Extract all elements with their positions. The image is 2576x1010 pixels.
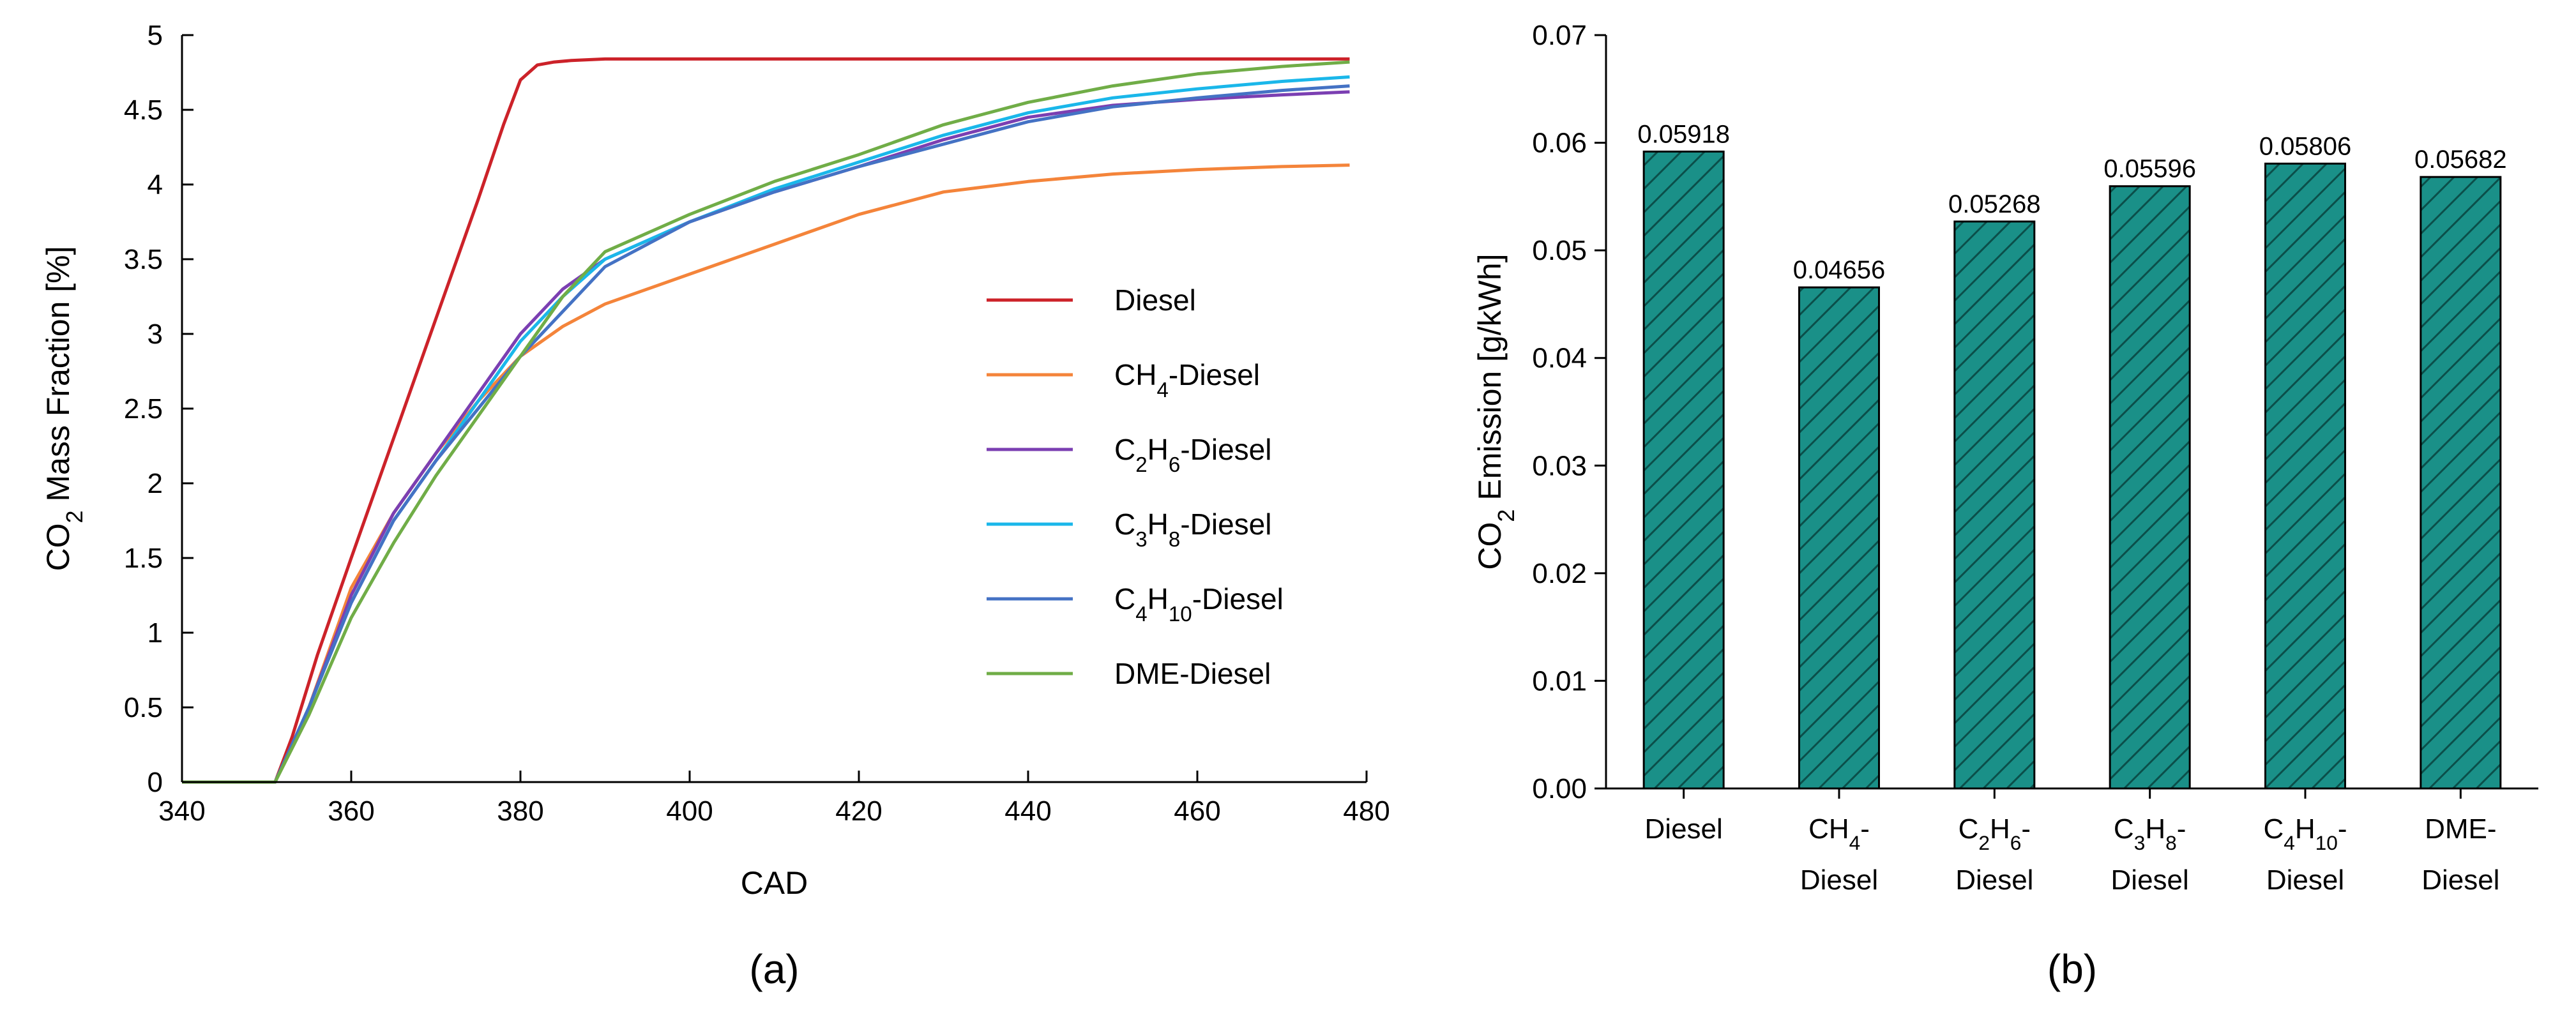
y-tick-label: 3.5 [124,244,163,275]
x-tick-label: 400 [666,795,713,827]
y-tick-label: 0 [148,767,163,798]
category-label-line2-5: Diesel [2421,864,2499,896]
bar-3 [2109,185,2191,790]
bar-0 [1642,150,1725,790]
x-tick-label: 480 [1343,795,1390,827]
series-line-1 [182,163,1350,784]
y-tick-label: 0.03 [1532,450,1587,481]
bar-data-label-1: 0.04656 [1793,256,1886,284]
x-axis-label: CAD [741,865,808,901]
bar-data-label-3: 0.05596 [2103,155,2196,183]
y-tick-label: 1.5 [124,543,163,574]
x-tick-label: 340 [158,795,205,827]
y-tick-label: 0.01 [1532,665,1587,697]
legend-label-0: Diesel [1114,283,1196,317]
y-tick-label: 3 [148,319,163,350]
bar-4 [2264,162,2346,790]
y-tick-label: 2 [148,468,163,499]
category-label-line2-1: Diesel [1800,864,1878,896]
y-tick-label: 4.5 [124,94,163,126]
legend-label-2: C2H6-Diesel [1114,433,1271,477]
x-tick-label: 460 [1174,795,1220,827]
y-tick-label: 0.04 [1532,343,1587,374]
y-tick-label: 0.00 [1532,773,1587,804]
series-line-4 [182,84,1350,784]
legend-label-5: DME-Diesel [1114,657,1271,690]
bar-5 [2420,176,2502,790]
y-axis-label: CO2 Mass Fraction [%] [40,246,87,571]
x-tick-label: 420 [835,795,882,827]
x-tick-label: 360 [328,795,374,827]
y-tick-label: 0.02 [1532,558,1587,589]
y-axis-label: CO2 Emission [g/kWh] [1472,253,1519,569]
category-label-line2-2: Diesel [1955,864,2033,896]
y-tick-label: 5 [148,20,163,51]
category-label-line2-3: Diesel [2111,864,2189,896]
legend-label-4: C4H10-Diesel [1114,582,1284,626]
bar-data-label-2: 0.05268 [1948,190,2041,218]
y-tick-label: 0.5 [124,692,163,723]
category-label-5: DME- [2425,813,2496,845]
bar-chart-b: 0.05918 Diesel 0.04656 CH4- Diesel 0.05268 C2H… [1472,20,2538,992]
series-line-5 [182,60,1350,784]
bar-data-label-4: 0.05806 [2259,132,2352,160]
legend: Diesel CH4-Diesel C2H6-Diesel C3H8-Diesel C4… [987,283,1284,690]
x-tick-label: 440 [1004,795,1051,827]
category-label-line2-4: Diesel [2266,864,2344,896]
bar-2 [1953,220,2036,790]
bar-data-label-0: 0.05918 [1637,120,1730,148]
category-label-4: C4H10- [2263,813,2347,854]
legend-label-3: C3H8-Diesel [1114,508,1271,552]
series-line-0 [182,57,1350,784]
y-tick-label: 0.05 [1532,235,1587,266]
bar-data-label-5: 0.05682 [2414,146,2507,174]
x-tick-label: 380 [497,795,543,827]
category-label-3: C3H8- [2114,813,2186,854]
category-label-0: Diesel [1645,813,1723,845]
category-label-2: C2H6- [1959,813,2031,854]
caption-a: (a) [749,946,799,992]
y-tick-label: 1 [148,617,163,649]
category-label-1: CH4- [1808,813,1870,854]
bar-1 [1798,286,1880,790]
y-tick-label: 0.06 [1532,128,1587,159]
y-tick-label: 0.07 [1532,20,1587,51]
caption-b: (b) [2047,946,2097,992]
legend-label-1: CH4-Diesel [1114,358,1260,402]
y-tick-label: 4 [148,169,163,200]
y-tick-label: 2.5 [124,393,163,425]
line-chart-a: 0 0.5 1 1.5 2 2.5 3 3.5 4 4.5 5 340 360 380 400 420 440 4… [40,20,1390,992]
